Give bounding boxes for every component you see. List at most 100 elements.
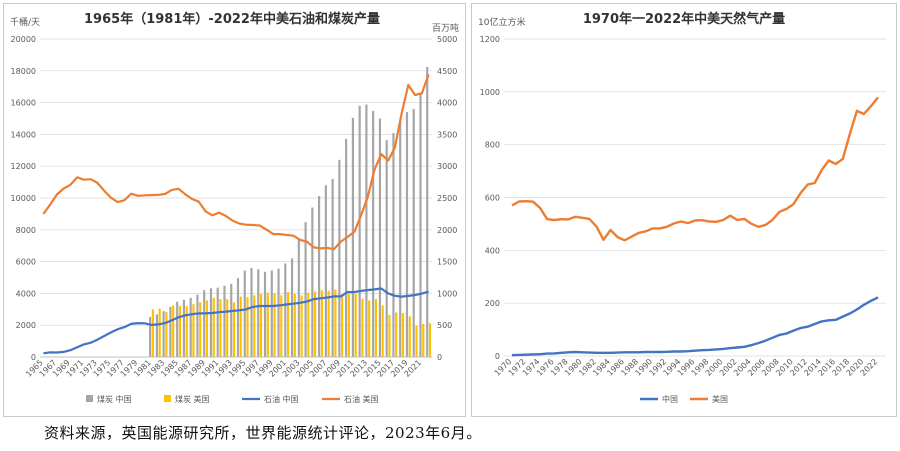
legend-label: 石油 中国 [264, 394, 299, 404]
bar-coal-china [169, 306, 172, 357]
y-tick-label-right: 500 [437, 321, 452, 330]
bar-coal-us [428, 323, 432, 357]
bar-coal-us [205, 300, 209, 357]
bar-coal-china [270, 270, 273, 357]
bar-coal-china [284, 263, 287, 357]
legend-label: 煤炭 中国 [97, 394, 132, 404]
bar-coal-us [253, 295, 256, 357]
y-tick-label-left: 12000 [11, 162, 36, 171]
chart2-title: 1970年一2022年中美天然气产量 [583, 11, 785, 27]
bar-coal-china [338, 159, 341, 357]
bar-coal-china [230, 283, 233, 357]
bar-coal-us [341, 294, 344, 357]
bar-coal-china [331, 178, 334, 357]
y-tick-label-left: 0 [31, 353, 36, 362]
bar-coal-china [290, 258, 294, 357]
chart1-title: 1965年（1981年）-2022年中美石油和煤炭产量 [84, 11, 380, 27]
bar-coal-us [232, 302, 236, 357]
y-tick-label-left: 2000 [16, 321, 36, 330]
bar-coal-china [324, 185, 327, 357]
y-tick-label-right: 4000 [437, 99, 457, 108]
bar-coal-us [266, 292, 269, 357]
line-gas-us [511, 96, 879, 242]
bar-coal-china [392, 133, 395, 357]
chart1-legend: 煤炭 中国 煤炭 美国 石油 中国 石油 美国 [86, 394, 379, 404]
bar-coal-china [243, 270, 246, 357]
y-tick-label-left: 10000 [11, 194, 36, 203]
bar-coal-us [415, 325, 418, 357]
legend-swatch [164, 395, 171, 402]
y-tick-label-left: 16000 [11, 99, 36, 108]
y-tick-label-left: 20000 [11, 35, 36, 44]
bar-coal-us [381, 305, 384, 357]
bar-coal-china [236, 278, 240, 357]
y-tick-label: 200 [485, 299, 500, 308]
bar-coal-us [151, 309, 154, 357]
bar-coal-china [304, 222, 307, 357]
y-tick-label-right: 2000 [437, 226, 457, 235]
bar-coal-china [297, 239, 300, 357]
bar-coal-us [314, 291, 317, 357]
y-tick-label: 400 [485, 246, 500, 255]
bar-coal-us [347, 294, 350, 357]
bar-coal-us [368, 300, 371, 357]
bar-coal-china [263, 271, 267, 357]
bar-coal-us [219, 299, 222, 357]
bar-coal-china [176, 301, 179, 357]
bar-coal-china [203, 290, 206, 357]
y-tick-label-right: 5000 [437, 35, 457, 44]
bar-coal-us [185, 306, 188, 357]
y-tick-label-right: 2500 [437, 194, 457, 203]
source-note: 资料来源，英国能源研究所，世界能源统计评论，2023年6月。 [44, 424, 482, 442]
y-tick-label-right: 0 [437, 353, 442, 362]
bar-coal-us [192, 304, 195, 357]
bar-coal-china [412, 108, 415, 358]
bar-coal-us [334, 289, 337, 357]
bar-coal-us [286, 292, 290, 357]
bar-coal-china [405, 112, 409, 357]
bar-coal-us [374, 299, 378, 357]
coal-oil-chart: 0200040006000800010000120001400016000180… [10, 11, 459, 404]
bar-coal-us [273, 293, 276, 357]
bar-coal-china [223, 285, 226, 357]
y-tick-label: 1000 [480, 88, 500, 97]
bar-coal-us [293, 294, 296, 357]
bar-coal-china [216, 287, 219, 357]
bar-coal-china [155, 314, 158, 357]
legend-label: 石油 美国 [344, 394, 379, 404]
bar-coal-china [365, 104, 368, 358]
legend-label: 美国 [712, 394, 728, 404]
natural-gas-chart: 0200400600800100012001970197219741976197… [478, 11, 886, 404]
bar-coal-us [199, 302, 202, 357]
chart2-legend: 中国 美国 [640, 394, 728, 404]
bar-coal-china [318, 196, 321, 357]
bar-coal-us [354, 294, 357, 357]
bar-coal-us [388, 315, 391, 357]
y-tick-label-left: 18000 [11, 67, 36, 76]
bar-coal-china [162, 311, 165, 357]
bar-coal-us [422, 323, 425, 357]
bar-coal-us [178, 306, 182, 357]
y-tick-label: 1200 [480, 35, 500, 44]
bar-coal-us [307, 292, 310, 357]
bar-coal-china [277, 268, 280, 357]
bar-coal-us [327, 290, 330, 357]
bar-coal-china [419, 94, 422, 357]
bar-coal-us [246, 297, 249, 357]
bar-coal-china [209, 288, 213, 357]
bar-coal-china [426, 66, 429, 357]
bar-coal-us [320, 290, 323, 357]
y-tick-label-right: 1500 [437, 258, 457, 267]
bar-coal-us [259, 294, 263, 357]
bar-coal-us [408, 316, 411, 357]
bar-coal-china [351, 117, 354, 357]
y-tick-label-left: 8000 [16, 226, 36, 235]
bar-coal-china [149, 316, 152, 357]
bar-coal-us [158, 308, 161, 357]
bar-coal-china [358, 105, 361, 357]
bar-coal-us [239, 296, 242, 357]
bar-coal-us [172, 305, 175, 357]
bar-coal-china [189, 297, 192, 357]
chart2-ylabel: 10亿立方米 [478, 16, 525, 28]
bar-coal-us [361, 298, 364, 357]
